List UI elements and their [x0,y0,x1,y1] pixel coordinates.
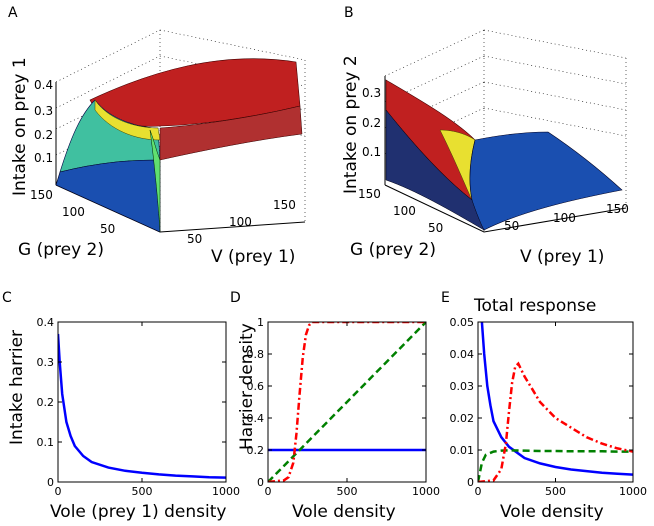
panel-a-z-tick: 0.3 [34,104,53,118]
panel-a-x-tick: 50 [187,232,202,246]
y-tick-label: 0 [257,476,264,489]
panel-b-x-tick: 50 [504,219,519,233]
x-tick-label: 500 [337,485,358,498]
series-line-sigmoid [478,361,633,482]
panel-a-x-tick: 100 [229,215,252,229]
panel-d-plot: 0 500 1000 0 0.2 0.4 0.6 0.8 1 [247,316,441,498]
panel-a-y-tick: 150 [30,188,53,202]
panel-a-y-tick: 100 [62,205,85,219]
panel-e-title: Total response [473,296,596,316]
panel-d: D Harrier density Vole density 0 500 10000… [230,290,440,522]
panel-a-y-tick: 50 [100,222,115,236]
series-line-sigmoid [268,322,426,482]
panel-a-zlabel: Intake on prey 1 [10,57,30,196]
x-tick-label: 1000 [619,485,647,498]
panel-b-z-tick: 0.3 [362,86,381,100]
panel-a-z-tick: 0.1 [34,151,53,165]
panel-b-zlabel: Intake on prey 2 [341,55,361,194]
panel-b-z-tick: 0.2 [362,116,381,130]
x-tick-label: 0 [265,485,272,498]
y-tick-label: 0.6 [247,380,265,393]
panel-b-x-tick: 100 [553,211,576,225]
panel-e-plot: 0 500 1000 0 0.01 0.02 0.03 0.04 0.05 [450,316,648,498]
x-tick-label: 0 [55,485,62,498]
series-line-intake [58,333,226,479]
panel-b-x-tick: 150 [606,202,629,216]
x-tick-label: 1000 [412,485,440,498]
panel-c-plot: 0 500 1000 0 0.1 0.2 0.3 0.4 [37,316,241,498]
y-tick-label: 0 [47,476,54,489]
panel-a-surface-wall [149,129,161,233]
y-tick-label: 0.2 [247,444,265,457]
panel-c-xlabel: Vole (prey 1) density [50,502,226,522]
y-tick-label: 0.4 [37,316,55,329]
panel-b-y-tick: 50 [428,221,443,235]
panel-a-z-tick: 0.4 [34,78,53,92]
panel-e-letter: E [441,290,450,306]
panel-b-y-tick: 100 [393,204,416,218]
panel-d-ylabel: Harrier density [237,323,257,450]
y-tick-label: 0.3 [37,356,55,369]
panel-c-ylabel: Intake harrier [7,330,27,445]
panel-b-surface-blue [469,131,623,231]
plot-frame [57,321,227,483]
panel-a-z-tick: 0.2 [34,128,53,142]
panel-b-letter: B [344,5,354,21]
panel-b-ylabel: G (prey 2) [350,240,436,260]
y-tick-label: 0.8 [247,348,265,361]
x-tick-label: 500 [545,485,566,498]
panel-a-xlabel: V (prey 1) [211,247,295,267]
panel-d-letter: D [230,290,241,306]
panel-e: E Total response Vole density 0 500 100000… [441,290,647,522]
panel-c-letter: C [2,290,12,306]
y-tick-label: 0.01 [450,444,475,457]
panel-a-surface-right [159,105,303,161]
y-tick-label: 0.1 [37,436,55,449]
panel-d-xlabel: Vole density [292,502,396,522]
x-tick-label: 0 [475,485,482,498]
x-tick-label: 500 [132,485,153,498]
y-tick-label: 0.03 [450,380,475,393]
series-group [268,322,426,482]
y-tick-label: 0.02 [450,412,475,425]
series-group [478,322,633,482]
panel-a-letter: A [8,5,18,21]
y-tick-label: 0.05 [450,316,475,329]
series-line-linear [268,322,426,482]
series-line-constant [480,322,633,476]
panel-a-x-tick: 150 [273,198,296,212]
y-tick-label: 0.2 [37,396,55,409]
panel-b: B 0.3 0.2 0.1 150 100 50 50 100 150 Inta… [341,5,629,267]
y-tick-label: 0.04 [450,348,475,361]
y-tick-label: 0.4 [247,412,265,425]
panel-a-ylabel: G (prey 2) [18,240,104,260]
panel-b-z-tick: 0.1 [362,145,381,159]
panel-a: A 0.4 0.3 0.2 0.1 150 100 50 [8,5,306,267]
y-tick-label: 0 [467,476,474,489]
y-tick-label: 1 [257,316,264,329]
x-tick-label: 1000 [212,485,240,498]
plot-frame [477,321,634,483]
series-group [58,333,226,479]
panel-e-xlabel: Vole density [500,502,604,522]
panel-b-xlabel: V (prey 1) [520,247,604,267]
panel-c: C Intake harrier Vole (prey 1) density 0… [2,290,240,522]
panel-b-y-tick: 150 [358,187,381,201]
panel-b-surface-dark [385,109,485,231]
